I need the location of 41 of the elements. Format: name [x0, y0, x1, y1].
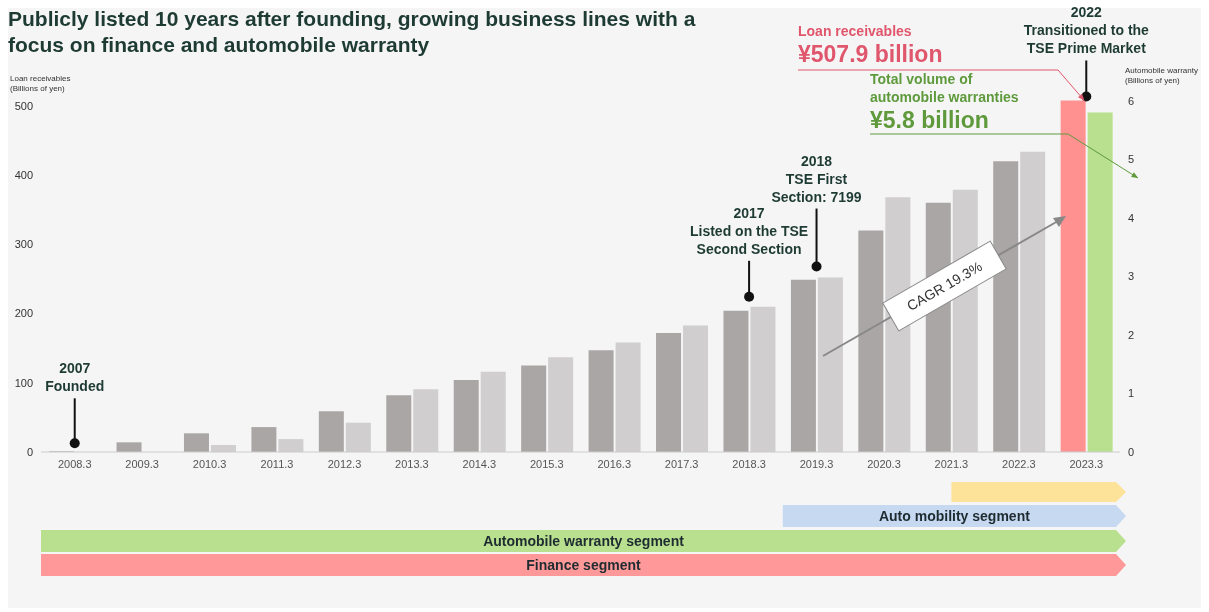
x-tick-label: 2019.3 [799, 457, 834, 470]
x-tick-label: 2021.3 [934, 457, 969, 470]
annotation: 2007 Founded [45, 360, 105, 395]
x-tick-label: 2014.3 [462, 457, 497, 470]
x-tick-label: 2017.3 [664, 457, 699, 470]
y-tick-label: 400 [14, 169, 33, 182]
annotation: Total volume of automobile warranties ¥5.8 billion [870, 70, 1019, 134]
y-tick-label: 0 [26, 445, 33, 458]
x-tick-label: 2016.3 [597, 457, 632, 470]
y2-tick-label: 2 [1128, 328, 1135, 341]
x-tick-label: 2018.3 [732, 457, 766, 470]
x-tick-label: 2012.3 [327, 457, 362, 470]
y2-tick-label: 6 [1128, 94, 1135, 107]
y2-tick-label: 3 [1128, 270, 1135, 283]
x-tick-label: 2010.3 [192, 457, 227, 470]
annotation: 2018 TSE First Section: 7199 [770, 151, 863, 206]
x-tick-label: 2020.3 [867, 457, 901, 470]
x-tick-label: 2023.3 [1069, 457, 1104, 470]
text: 2022 Transitioned to the TSE Prime Market [1022, 3, 1150, 58]
x-tick-label: 2011.3 [260, 457, 294, 470]
x-tick-label: 2015.3 [529, 457, 564, 470]
text: Finance segment [526, 557, 642, 573]
y-tick-label: 100 [14, 376, 33, 389]
y-axis-title: Loan receivables (Billions of yen) [10, 74, 72, 94]
x-tick-label: 2008.3 [57, 457, 92, 470]
y2-tick-label: 5 [1128, 153, 1135, 166]
annotation: 2017 Listed on the TSE Second Section [688, 203, 810, 258]
x-tick-label: 2022.3 [1002, 457, 1036, 470]
x-tick-label: 2009.3 [125, 457, 159, 470]
y-tick-label: 300 [14, 238, 33, 251]
annotation: Loan receivables ¥507.9 billion [798, 22, 943, 68]
y2-tick-label: 1 [1128, 387, 1135, 400]
text: Auto mobility segment [878, 508, 1031, 524]
text: Automobile warranty segment [483, 533, 685, 549]
chart-title: Publicly listed 10 years after founding, growing business lines with a focus on finance and automobile warranty [8, 6, 697, 58]
y-tick-label: 200 [14, 307, 33, 320]
y-tick-label: 500 [14, 99, 33, 112]
x-tick-label: 2013.3 [395, 457, 429, 470]
y2-tick-label: 4 [1128, 211, 1135, 224]
y2-axis-title: Automobile warranty (Billions of yen) [1125, 66, 1199, 86]
y2-tick-label: 0 [1128, 445, 1135, 458]
